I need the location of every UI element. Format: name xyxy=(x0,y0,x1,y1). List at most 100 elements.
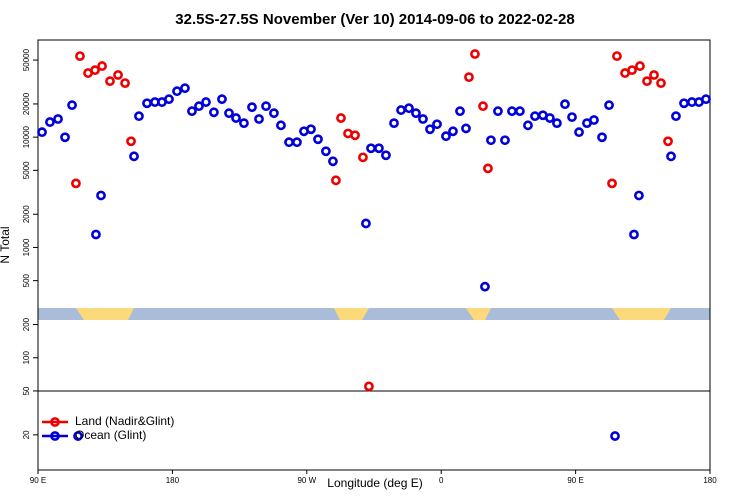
point xyxy=(239,118,249,129)
point xyxy=(172,86,182,97)
point xyxy=(483,163,493,174)
point xyxy=(129,151,139,162)
legend-label: Land (Nadir&Glint) xyxy=(75,414,174,428)
point xyxy=(404,103,414,114)
point xyxy=(480,281,490,292)
point xyxy=(663,136,673,147)
point xyxy=(361,218,371,229)
point xyxy=(627,65,637,76)
point xyxy=(381,150,391,161)
point xyxy=(656,78,666,89)
plot-frame xyxy=(37,39,711,471)
point xyxy=(455,106,465,117)
point xyxy=(194,101,204,112)
point xyxy=(389,118,399,129)
x-tick-label: 0 xyxy=(439,476,444,485)
y-tick-label: 100 xyxy=(22,351,31,365)
y-axis-label: N Total xyxy=(0,226,12,263)
point xyxy=(164,94,174,105)
point xyxy=(247,102,257,113)
point xyxy=(671,111,681,122)
point xyxy=(464,72,474,83)
point xyxy=(597,132,607,143)
y-tick-label: 20000 xyxy=(22,92,31,115)
point xyxy=(231,113,241,123)
point xyxy=(545,113,555,123)
point xyxy=(411,108,421,119)
point xyxy=(567,112,577,122)
point xyxy=(432,119,442,130)
point xyxy=(90,65,100,76)
y-tick-label: 500 xyxy=(22,273,31,287)
point xyxy=(134,111,144,122)
y-tick-label: 200 xyxy=(22,317,31,331)
point xyxy=(67,100,77,111)
point xyxy=(425,124,435,135)
point xyxy=(321,146,331,157)
x-tick-label: 180 xyxy=(166,476,180,485)
band-patch xyxy=(334,308,369,320)
point xyxy=(209,107,219,118)
point xyxy=(441,131,451,142)
point xyxy=(328,156,338,167)
point xyxy=(180,83,190,94)
legend-marker xyxy=(50,417,60,427)
point xyxy=(374,143,384,154)
point xyxy=(635,61,645,71)
point xyxy=(364,381,374,392)
point xyxy=(701,94,711,105)
band xyxy=(38,308,710,320)
point xyxy=(358,152,368,163)
point xyxy=(500,135,510,146)
point xyxy=(629,229,639,240)
point xyxy=(126,136,136,147)
point xyxy=(514,106,525,117)
point xyxy=(217,94,227,105)
legend-label: Ocean (Glint) xyxy=(75,428,146,442)
point xyxy=(634,190,644,201)
y-tick-label: 5000 xyxy=(22,161,31,179)
point xyxy=(71,178,81,189)
point xyxy=(552,118,562,129)
point xyxy=(45,117,55,127)
point xyxy=(331,175,341,186)
point xyxy=(649,70,659,80)
point xyxy=(113,70,123,80)
y-tick-label: 1000 xyxy=(22,238,31,256)
point xyxy=(612,51,622,62)
x-tick-label: 180 xyxy=(703,476,717,485)
point xyxy=(73,431,83,441)
point xyxy=(336,113,346,123)
x-tick-label: 90 E xyxy=(30,476,46,485)
point xyxy=(37,127,47,138)
point xyxy=(276,120,286,131)
point xyxy=(574,127,584,138)
point xyxy=(53,114,63,124)
point xyxy=(269,108,279,119)
point xyxy=(461,123,471,134)
point xyxy=(560,99,570,110)
y-tick-label: 20 xyxy=(22,430,31,439)
point xyxy=(261,101,271,112)
legend-marker xyxy=(50,431,60,441)
point xyxy=(75,51,85,62)
point xyxy=(350,130,360,141)
point xyxy=(610,431,620,441)
y-tick-label: 50 xyxy=(22,386,31,395)
point xyxy=(187,106,197,117)
point xyxy=(201,97,211,107)
point xyxy=(313,134,323,145)
point xyxy=(306,124,316,135)
point xyxy=(666,151,676,162)
point xyxy=(254,114,264,124)
point xyxy=(486,135,496,146)
x-tick-label: 90 E xyxy=(567,476,583,485)
point xyxy=(642,76,652,87)
point xyxy=(292,137,302,148)
point xyxy=(91,229,101,240)
x-axis-label: Longitude (deg E) xyxy=(327,476,422,490)
point xyxy=(97,61,107,71)
point xyxy=(470,49,480,59)
point xyxy=(96,190,106,201)
